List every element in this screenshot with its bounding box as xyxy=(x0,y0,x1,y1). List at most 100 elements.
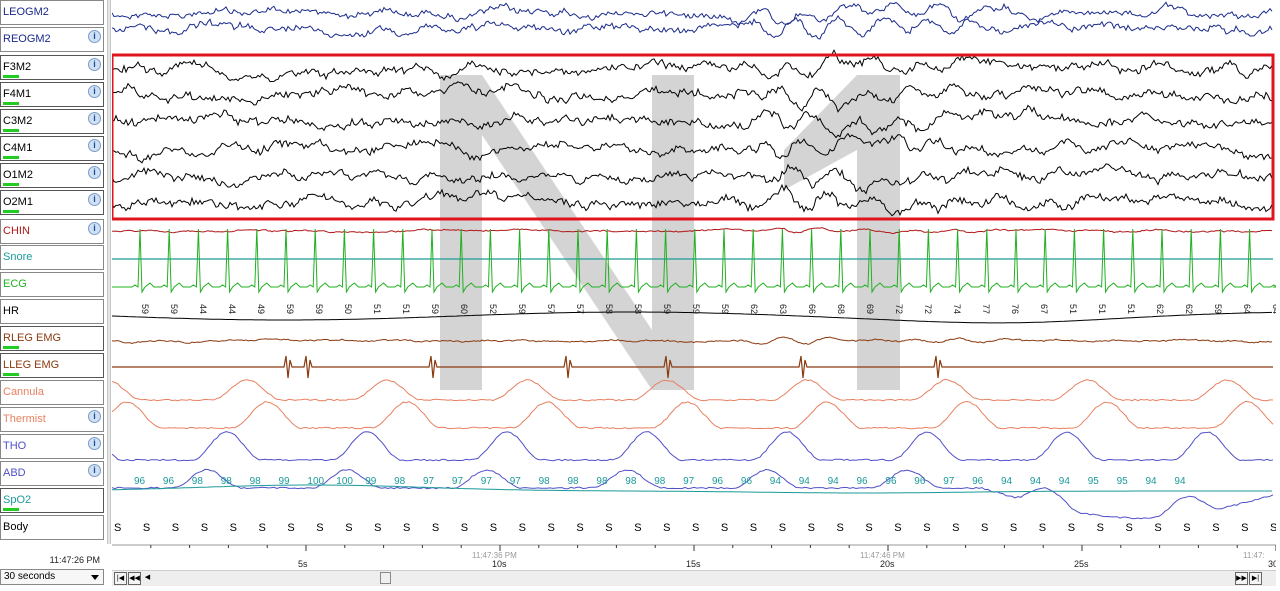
channel-o2m1[interactable]: O2M1 i xyxy=(0,190,104,215)
eeg-trace xyxy=(112,49,1273,83)
leogm2-trace xyxy=(112,1,1273,26)
info-icon[interactable]: i xyxy=(88,437,101,450)
spo2-value: 94 xyxy=(1030,476,1042,487)
channel-abd[interactable]: ABD i xyxy=(0,461,104,486)
signal-quality-bar xyxy=(3,75,19,78)
channel-label: THO xyxy=(3,440,27,452)
channel-cannula[interactable]: Cannula xyxy=(0,380,104,405)
signal-quality-bar xyxy=(3,156,19,159)
channel-leogm2[interactable]: LEOGM2 xyxy=(0,0,104,25)
eeg-trace xyxy=(112,81,1273,113)
body-position-value: S xyxy=(259,522,266,534)
hr-value: 62 xyxy=(1155,304,1165,314)
channel-hr[interactable]: HR xyxy=(0,299,104,324)
info-icon[interactable]: i xyxy=(88,464,101,477)
body-position-value: S xyxy=(230,522,237,534)
chevron-down-icon[interactable] xyxy=(91,575,99,580)
body-position-value: S xyxy=(287,522,294,534)
channel-snore[interactable]: Snore xyxy=(0,245,104,270)
body-position-value: S xyxy=(143,522,150,534)
scroll-left-icon[interactable]: ◀ xyxy=(144,574,151,581)
signal-quality-bar xyxy=(3,183,19,186)
spo2-value: 98 xyxy=(625,476,637,487)
channel-c4m1[interactable]: C4M1 i xyxy=(0,136,104,161)
axis-seconds-label: 30 xyxy=(1268,559,1276,569)
channel-rleg-emg[interactable]: RLEG EMG xyxy=(0,326,104,351)
body-position-value: S xyxy=(952,522,959,534)
reogm2-trace xyxy=(112,14,1273,40)
info-icon[interactable]: i xyxy=(88,58,101,71)
epoch-scrollbar[interactable]: |◀ ◀◀ ◀ ▶▶ ▶| xyxy=(112,570,1276,586)
channel-reogm2[interactable]: REOGM2 i xyxy=(0,27,104,52)
channel-o1m2[interactable]: O1M2 i xyxy=(0,163,104,188)
info-icon[interactable]: i xyxy=(88,30,101,43)
panel-splitter[interactable] xyxy=(107,0,111,544)
axis-clock-label: 11:47: xyxy=(1243,551,1265,560)
spo2-value: 94 xyxy=(828,476,840,487)
hr-value: 59 xyxy=(691,304,701,314)
hr-value: 51 xyxy=(1126,304,1136,314)
body-position-value: S xyxy=(981,522,988,534)
info-icon[interactable]: i xyxy=(88,85,101,98)
axis-seconds-label: 20s xyxy=(880,559,895,569)
channel-label-panel: LEOGM2 REOGM2 i F3M2 i F4M1 i C3M2 i C4M1 i O1M2 i O2… xyxy=(0,0,107,544)
body-position-value: S xyxy=(1154,522,1161,534)
info-icon[interactable]: i xyxy=(88,410,101,423)
hr-value: 72 xyxy=(894,304,904,314)
info-icon[interactable]: i xyxy=(88,112,101,125)
spo2-value: 97 xyxy=(510,476,522,487)
spo2-value: 98 xyxy=(221,476,233,487)
spo2-value: 98 xyxy=(568,476,580,487)
info-icon[interactable]: i xyxy=(88,166,101,179)
epoch-length-select[interactable]: 30 seconds xyxy=(0,569,104,585)
channel-label: HR xyxy=(3,305,19,317)
channel-thermist[interactable]: Thermist i xyxy=(0,407,104,432)
hr-value: 64 xyxy=(1271,304,1276,314)
body-position-value: S xyxy=(345,522,352,534)
info-icon[interactable]: i xyxy=(88,193,101,206)
spo2-trace xyxy=(112,484,1272,494)
first-epoch-icon[interactable]: |◀ xyxy=(114,572,127,585)
channel-chin[interactable]: CHIN i xyxy=(0,219,104,244)
spo2-value: 98 xyxy=(192,476,204,487)
channel-label: O1M2 xyxy=(3,169,33,181)
spo2-value: 94 xyxy=(770,476,782,487)
channel-spo2[interactable]: SpO2 xyxy=(0,488,104,513)
hr-value: 66 xyxy=(807,304,817,314)
channel-label: SpO2 xyxy=(3,494,32,506)
channel-ecg[interactable]: ECG xyxy=(0,272,104,297)
spo2-value: 99 xyxy=(365,476,377,487)
channel-tho[interactable]: THO i xyxy=(0,434,104,459)
spo2-value: 98 xyxy=(596,476,608,487)
signal-plot-area[interactable]: 59 59 44 44 49 59 59 50 51 51 59 60 52 59 57 57 58 58 59 59… xyxy=(112,0,1276,544)
info-icon[interactable]: i xyxy=(88,139,101,152)
eeg-trace xyxy=(112,132,1273,164)
signal-quality-bar xyxy=(3,102,19,105)
channel-lleg-emg[interactable]: LLEG EMG xyxy=(0,353,104,378)
body-position-value: S xyxy=(1068,522,1075,534)
channel-f4m1[interactable]: F4M1 i xyxy=(0,82,104,107)
channel-body[interactable]: Body xyxy=(0,515,104,540)
hr-value: 51 xyxy=(1068,304,1078,314)
hr-value: 67 xyxy=(1039,304,1049,314)
body-position-value: S xyxy=(663,522,670,534)
info-icon[interactable]: i xyxy=(88,222,101,235)
hr-value: 44 xyxy=(198,304,208,314)
fast-forward-icon[interactable]: ▶▶ xyxy=(1235,572,1248,585)
lleg-emg-trace xyxy=(112,355,1273,379)
scrollbar-thumb[interactable] xyxy=(380,572,391,584)
last-epoch-icon[interactable]: ▶| xyxy=(1249,572,1262,585)
body-position-value: S xyxy=(923,522,930,534)
signal-quality-bar xyxy=(3,129,19,132)
rewind-icon[interactable]: ◀◀ xyxy=(128,572,141,585)
hr-value: 77 xyxy=(981,304,991,314)
axis-seconds-label: 25s xyxy=(1074,559,1089,569)
chin-trace xyxy=(112,227,1273,235)
thermist-trace xyxy=(112,400,1274,430)
channel-c3m2[interactable]: C3M2 i xyxy=(0,109,104,134)
hr-value: 44 xyxy=(227,304,237,314)
signal-quality-bar xyxy=(3,373,19,376)
channel-label: CHIN xyxy=(3,225,30,237)
channel-f3m2[interactable]: F3M2 i xyxy=(0,55,104,80)
hr-value: 59 xyxy=(1213,304,1223,314)
